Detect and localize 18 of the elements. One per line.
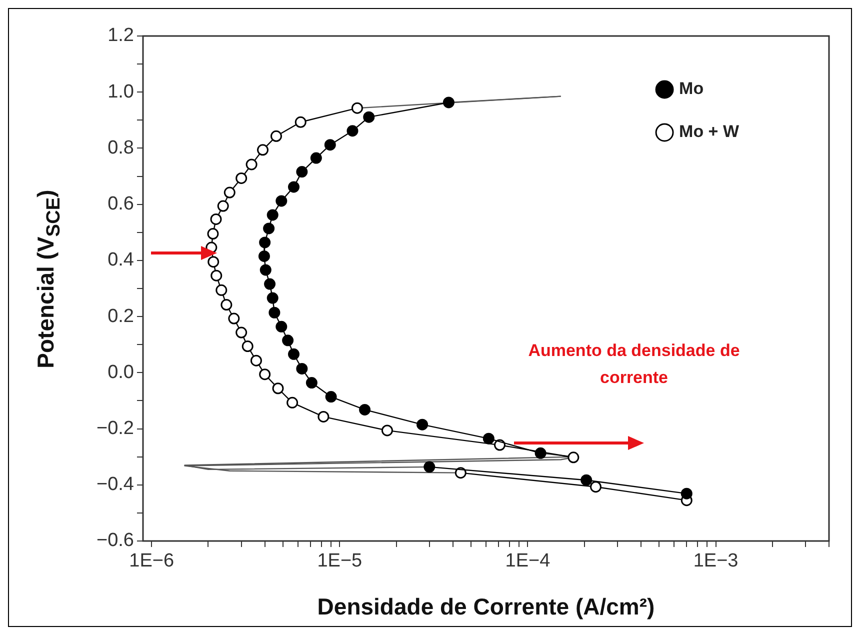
- annotation: Aumento da densidade de corrente: [527, 340, 741, 389]
- y-tick-label: 0.4: [108, 250, 134, 271]
- y-tick-label: 1.2: [108, 25, 134, 46]
- y-tick-label: −0.2: [96, 418, 134, 440]
- y-tick-label: 0.6: [108, 194, 134, 215]
- y-tick-label: 0.0: [108, 362, 134, 383]
- x-tick-label: 1E−5: [317, 550, 362, 572]
- x-tick-label: 1E−3: [693, 550, 738, 572]
- x-axis-title: Densidade de Corrente (A/cm²): [317, 594, 655, 620]
- y-tick-label: 0.8: [108, 137, 134, 158]
- x-tick-label: 1E−6: [129, 550, 174, 572]
- legend-label: Mo + W: [679, 122, 740, 142]
- y-tick-label: −0.6: [96, 530, 134, 552]
- y-tick-label: 1.0: [108, 81, 134, 102]
- legend-label: Mo: [679, 79, 704, 98]
- y-tick-label: −0.4: [96, 474, 134, 496]
- y-tick-label: 0.2: [108, 306, 134, 327]
- x-tick-label: 1E−4: [505, 550, 551, 572]
